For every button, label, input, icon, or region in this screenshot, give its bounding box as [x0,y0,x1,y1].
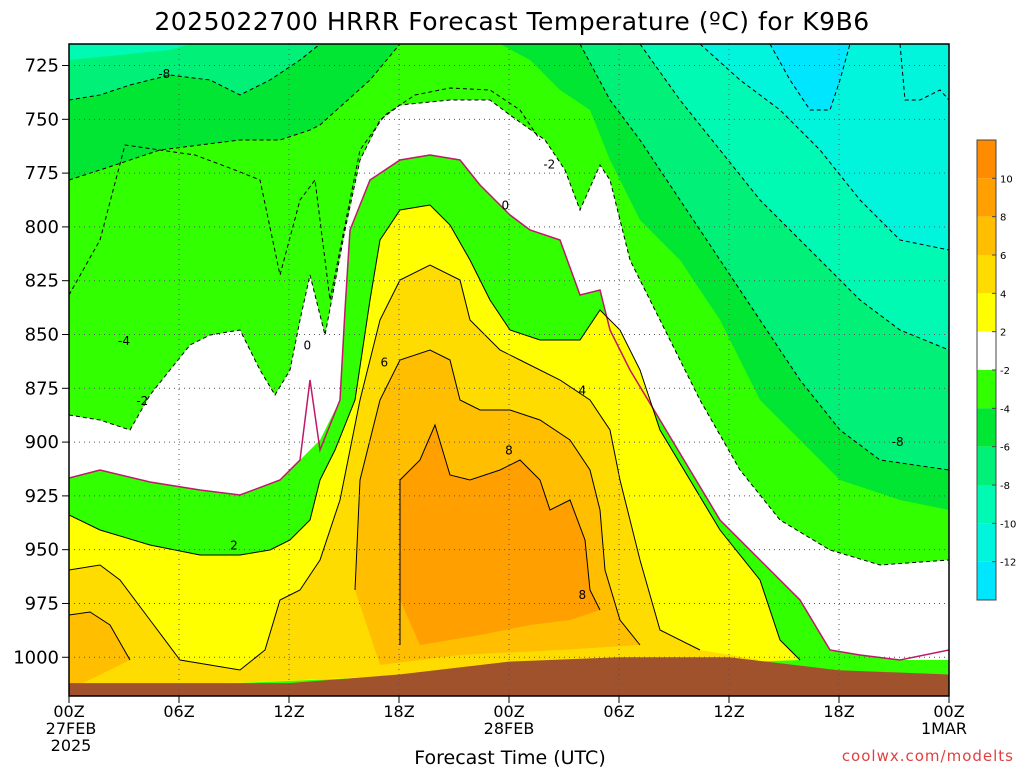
x-tick-label: 2025 [51,736,92,755]
contour-label: 8 [579,588,587,602]
colorbar-bin [977,255,996,294]
colorbar-bin [977,216,996,255]
colorbar-label: -4 [1000,404,1010,415]
colorbar-label: 6 [1000,251,1006,262]
y-tick-label: 925 [25,486,59,507]
x-tick-label: 1MAR [921,719,967,738]
chart-title: 2025022700 HRRR Forecast Temperature (ºC… [154,7,869,36]
y-axis: 725 750 775 800 825 850 875 900 925 950 975 1000 [13,56,69,668]
contour-label: 8 [505,444,513,458]
y-tick-label: 750 [25,109,59,130]
colorbar-bin [977,446,996,485]
colorbar-label: 4 [1000,289,1006,300]
band-minus12 [700,44,949,250]
y-tick-label: 875 [25,378,59,399]
contour-minus10-right [699,44,949,251]
colorbar-bin [977,370,996,409]
colorbar-label: -8 [1000,481,1010,492]
contour-6 [69,349,641,661]
contour-label: 2 [230,538,238,552]
contour-label: 0 [502,198,510,212]
colorbar: 10 8 6 4 2 -2 -4 -6 -8 -10 -12 [976,139,1016,601]
contour-minus8-right [639,44,949,351]
y-tick-label: 800 [25,217,59,238]
band-minus10 [69,44,949,350]
y-tick-label: 850 [25,324,59,345]
contour-minus6-right [579,44,949,471]
contour-2 [69,204,801,661]
colorbar-bin [977,178,996,217]
contour-minus12-right [769,44,851,111]
contour-lines [69,44,949,671]
x-tick-label: 12Z [713,702,744,721]
x-tick-label: 18Z [383,702,414,721]
colorbar-bin [977,331,996,370]
y-tick-label: 725 [25,56,59,77]
contour-label: -4 [118,334,130,348]
colorbar-bin [977,293,996,332]
colorbar-label: -6 [1000,443,1010,454]
x-tick-label: 12Z [273,702,304,721]
x-tick-label: 00Z [493,702,524,721]
contour-8 [399,423,601,645]
y-tick-label: 950 [25,540,59,561]
contour-0 [69,154,949,661]
x-tick-label: 06Z [603,702,634,721]
contour-4 [69,264,701,671]
y-tick-label: 825 [25,271,59,292]
colorbar-label: 2 [1000,328,1006,339]
contour-label: 4 [579,383,587,397]
contour-minus4-left [69,87,541,301]
contour-label: -8 [892,435,904,449]
colorbar-label: -2 [1000,366,1010,377]
x-tick-label: 00Z [53,702,84,721]
contour-minus2-left [69,99,949,566]
x-tick-label: 18Z [823,702,854,721]
contour-minus4-right [899,44,949,101]
contour-label: 0 [304,338,312,352]
colorbar-label: -12 [1000,558,1016,569]
contour-label: -2 [543,158,555,172]
colorbar-bin [977,140,996,179]
contour-labels: -8 -4 -2 0 6 -2 0 4 8 2 8 -8 [118,67,904,602]
contour-label: -2 [136,394,148,408]
x-tick-label: 00Z [933,702,964,721]
contour-label: -8 [158,67,170,81]
x-tick-label: 28FEB [484,719,535,738]
contour-minus6-left [69,44,401,181]
colorbar-bin [977,561,996,600]
ground-fill [69,657,949,696]
colorbar-bin [977,523,996,562]
colorbar-label: -10 [1000,519,1016,530]
colorbar-bin [977,408,996,447]
site-credit: coolwx.com/modelts [842,747,1014,765]
x-tick-label: 27FEB [46,719,97,738]
colorbar-label: 10 [1000,174,1013,185]
y-tick-label: 1000 [13,647,59,668]
y-tick-label: 775 [25,163,59,184]
colorbar-label: 8 [1000,213,1006,224]
band-minus14 [770,44,850,110]
band-8-to-10 [400,425,600,645]
y-tick-label: 900 [25,432,59,453]
colorbar-bin [977,485,996,524]
y-tick-label: 975 [25,593,59,614]
x-axis-title: Forecast Time (UTC) [414,747,605,768]
contour-label: 6 [381,355,389,369]
x-tick-label: 06Z [163,702,194,721]
